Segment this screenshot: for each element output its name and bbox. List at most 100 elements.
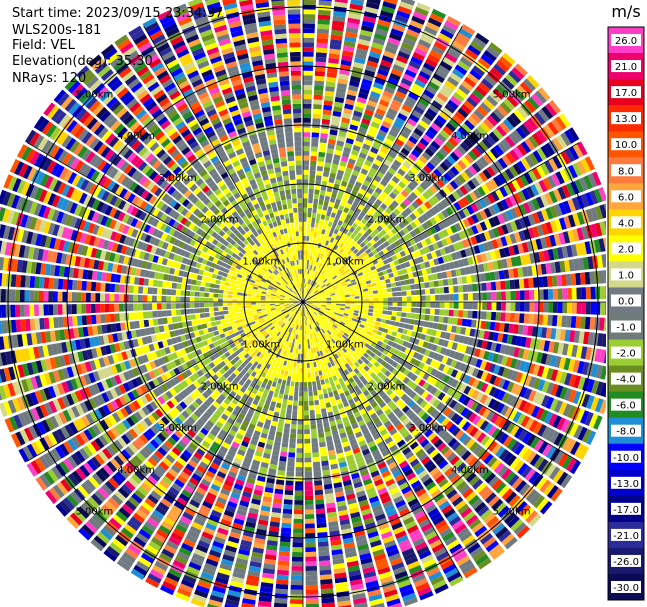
velocity-gate	[326, 76, 337, 83]
velocity-gate	[422, 134, 433, 144]
velocity-gate	[324, 279, 329, 284]
velocity-gate	[352, 201, 359, 208]
velocity-gate	[406, 195, 415, 204]
velocity-gate	[598, 238, 606, 252]
velocity-gate	[424, 314, 430, 321]
velocity-gate	[353, 312, 359, 317]
velocity-gate	[429, 158, 439, 168]
velocity-gate	[292, 551, 303, 557]
velocity-gate	[383, 158, 392, 167]
velocity-gate	[290, 589, 303, 595]
velocity-gate	[311, 438, 318, 444]
velocity-gate	[375, 217, 383, 225]
velocity-gate	[349, 296, 355, 300]
velocity-gate	[290, 599, 303, 605]
velocity-gate	[279, 541, 291, 548]
velocity-gate	[303, 14, 316, 20]
velocity-gate	[307, 212, 312, 218]
velocity-gate	[304, 481, 313, 487]
velocity-gate	[369, 323, 375, 329]
velocity-gate	[278, 460, 287, 467]
velocity-gate	[441, 271, 448, 279]
velocity-gate	[462, 284, 468, 293]
velocity-gate	[310, 160, 317, 166]
velocity-gate	[351, 115, 362, 122]
velocity-gate	[443, 158, 453, 168]
velocity-gate	[445, 206, 454, 216]
velocity-gate	[313, 246, 318, 252]
velocity-gate	[568, 127, 580, 142]
velocity-gate	[533, 314, 539, 325]
velocity-gate	[347, 17, 361, 25]
velocity-gate	[446, 169, 456, 179]
velocity-gate	[455, 88, 468, 99]
velocity-gate	[447, 317, 454, 325]
velocity-gate	[336, 300, 341, 302]
velocity-gate	[339, 248, 345, 254]
velocity-gate	[336, 272, 341, 277]
velocity-gate	[307, 300, 313, 302]
velocity-gate	[343, 171, 351, 179]
velocity-gate	[321, 465, 330, 471]
velocity-gate	[307, 300, 313, 302]
velocity-gate	[386, 288, 393, 293]
velocity-gate	[513, 109, 525, 122]
velocity-gate	[360, 168, 369, 176]
velocity-gate	[570, 316, 577, 328]
velocity-gate	[567, 229, 575, 243]
velocity-gate	[306, 296, 311, 300]
velocity-gate	[291, 575, 303, 581]
velocity-gate	[453, 201, 462, 211]
velocity-gate	[354, 257, 360, 263]
velocity-gate	[344, 36, 357, 43]
velocity-gate	[331, 298, 336, 301]
velocity-gate	[401, 291, 407, 296]
velocity-gate	[304, 325, 306, 331]
velocity-gate	[338, 276, 344, 281]
velocity-gate	[316, 170, 323, 176]
velocity-gate	[429, 171, 439, 181]
velocity-gate	[345, 213, 352, 220]
velocity-gate	[435, 192, 444, 201]
velocity-gate	[368, 305, 374, 309]
velocity-gate	[367, 171, 375, 179]
velocity-gate	[403, 273, 409, 280]
velocity-gate	[304, 288, 306, 293]
velocity-gate	[348, 85, 359, 92]
velocity-gate	[304, 415, 310, 420]
velocity-gate	[284, 489, 294, 496]
velocity-gate	[433, 280, 439, 287]
velocity-gate	[313, 276, 317, 282]
velocity-gate	[387, 37, 401, 46]
velocity-gate	[316, 296, 322, 299]
velocity-gate	[312, 303, 318, 305]
velocity-gate	[327, 206, 333, 212]
velocity-gate	[314, 256, 318, 262]
velocity-gate	[337, 220, 343, 226]
velocity-gate	[519, 290, 525, 300]
velocity-gate	[527, 200, 536, 212]
velocity-gate	[328, 53, 340, 60]
velocity-gate	[490, 281, 497, 291]
velocity-gate	[367, 55, 380, 64]
velocity-gate	[363, 139, 373, 147]
velocity-gate	[382, 248, 389, 254]
velocity-gate	[342, 285, 348, 289]
velocity-gate	[354, 106, 364, 113]
velocity-gate	[448, 286, 454, 293]
velocity-gate	[323, 272, 328, 278]
velocity-gate	[549, 220, 558, 233]
velocity-gate	[320, 403, 326, 410]
velocity-gate	[312, 385, 317, 392]
velocity-gate	[340, 180, 348, 187]
velocity-gate	[389, 32, 402, 42]
velocity-gate	[425, 228, 433, 237]
velocity-gate	[363, 288, 369, 292]
velocity-gate	[433, 136, 444, 147]
velocity-gate	[294, 500, 303, 505]
velocity-gate	[409, 221, 418, 229]
velocity-gate	[525, 186, 535, 199]
velocity-gate	[315, 251, 319, 257]
velocity-gate	[296, 448, 303, 453]
velocity-gate	[386, 315, 392, 320]
